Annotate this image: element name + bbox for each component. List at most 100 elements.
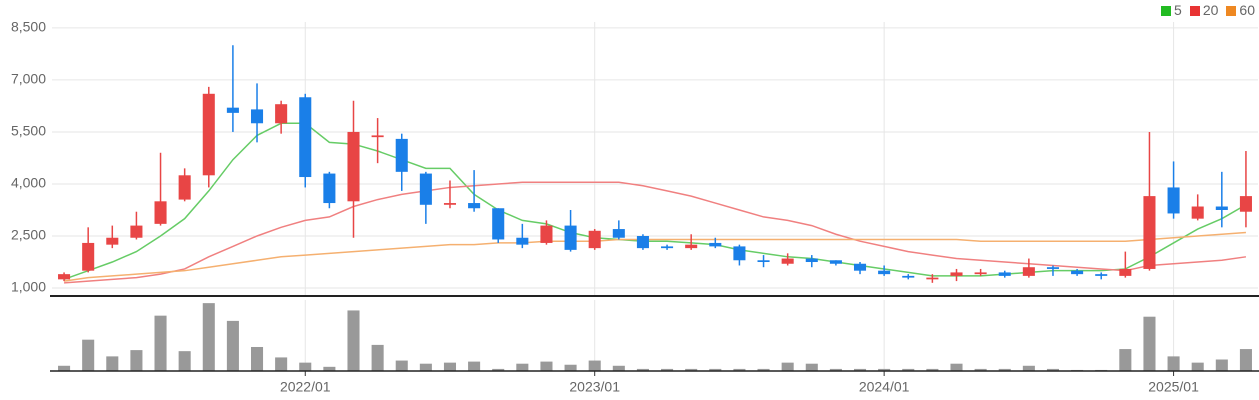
- candle-body: [1119, 268, 1132, 276]
- legend-item: 20: [1189, 2, 1218, 18]
- candle-body: [950, 272, 963, 276]
- candle-body: [926, 277, 939, 280]
- candle-body: [178, 175, 191, 200]
- volume-bar: [902, 368, 915, 371]
- candle-body: [419, 173, 432, 205]
- candle-body: [829, 260, 842, 264]
- y-tick-label: 5,500: [11, 123, 46, 139]
- candle-body: [733, 246, 746, 261]
- legend-label: 5: [1174, 2, 1182, 18]
- candle-body: [685, 244, 698, 249]
- candle-body: [540, 225, 553, 243]
- volume-bar: [516, 363, 529, 371]
- volume-bar: [685, 368, 698, 371]
- y-tick-label: 2,500: [11, 227, 46, 243]
- candle-body: [1215, 206, 1228, 210]
- volume-bar: [733, 368, 746, 371]
- volume-bar: [226, 320, 239, 371]
- candle-body: [106, 237, 119, 245]
- legend-item: 5: [1161, 2, 1182, 18]
- candle-body: [1071, 270, 1084, 275]
- volume-bar: [250, 346, 264, 371]
- candle-body: [1095, 274, 1108, 276]
- volume-bar: [805, 363, 818, 371]
- volume-bar: [974, 368, 987, 371]
- volume-bar: [323, 366, 336, 371]
- volume-bar: [468, 361, 481, 371]
- volume-bar: [299, 362, 312, 371]
- legend: 5 20 60: [1161, 2, 1255, 18]
- candle-body: [371, 135, 384, 138]
- candle-body: [1046, 267, 1060, 269]
- volume-bar: [347, 310, 360, 371]
- volume-bar: [829, 368, 842, 371]
- volume-bar: [757, 368, 770, 371]
- candle-body: [275, 104, 288, 124]
- candle-body: [154, 201, 167, 224]
- candle-body: [564, 225, 577, 250]
- candle-body: [661, 246, 674, 249]
- candle-body: [902, 275, 915, 278]
- y-tick-label: 7,000: [11, 71, 46, 87]
- candle-body: [468, 203, 481, 209]
- ma-line: [64, 181, 1247, 284]
- volume-bar: [1022, 365, 1035, 371]
- volume-bar: [636, 368, 649, 371]
- volume-bar: [661, 368, 674, 371]
- volume-bar: [781, 362, 794, 371]
- candle-body: [998, 272, 1011, 276]
- volume-bar: [178, 351, 191, 371]
- volume-bar: [106, 356, 119, 371]
- legend-item: 60: [1226, 2, 1255, 18]
- volume-bar: [950, 363, 963, 371]
- volume-bar: [1046, 368, 1060, 371]
- volume-bar: [1191, 362, 1204, 371]
- candle-body: [299, 97, 312, 178]
- y-tick-label: 4,000: [11, 175, 46, 191]
- candle-body: [492, 208, 505, 240]
- candle-body: [853, 263, 867, 271]
- volume-bar: [926, 368, 939, 371]
- candle-body: [250, 109, 264, 124]
- candle-body: [443, 203, 457, 205]
- candle-body: [202, 93, 215, 176]
- candle-body: [974, 272, 987, 275]
- volume-bar: [492, 368, 505, 371]
- x-tick-label: 2025/01: [1148, 379, 1199, 395]
- volume-bar: [540, 361, 553, 371]
- candle-body: [612, 229, 625, 238]
- candle-body: [58, 274, 71, 280]
- candle-body: [323, 173, 336, 204]
- legend-label: 60: [1239, 2, 1255, 18]
- candle-body: [226, 107, 239, 113]
- volume-bar: [202, 303, 215, 371]
- volume-bar: [709, 368, 722, 371]
- volume-bar: [612, 365, 625, 371]
- candle-body: [781, 258, 794, 264]
- volume-bar: [371, 344, 384, 371]
- candle-body: [347, 131, 360, 202]
- volume-bar: [564, 364, 577, 371]
- volume-bar: [58, 365, 71, 371]
- candle-body: [395, 138, 408, 172]
- candle-body: [130, 225, 143, 238]
- volume-bar: [82, 339, 95, 371]
- legend-swatch: [1161, 6, 1172, 16]
- volume-bar: [853, 368, 867, 371]
- candle-body: [1022, 267, 1035, 276]
- volume-bar: [419, 363, 432, 371]
- volume-bar: [275, 357, 288, 371]
- legend-swatch: [1189, 6, 1200, 16]
- candle-body: [82, 242, 95, 271]
- volume-bar: [1215, 359, 1228, 371]
- volume-bar: [998, 368, 1011, 371]
- candle-body: [805, 258, 818, 263]
- candle-body: [1239, 196, 1252, 212]
- candle-body: [709, 242, 722, 247]
- x-tick-label: 2023/01: [569, 379, 620, 395]
- y-tick-label: 8,500: [11, 19, 46, 35]
- ma-line: [63, 122, 1247, 281]
- volume-bar: [443, 362, 457, 371]
